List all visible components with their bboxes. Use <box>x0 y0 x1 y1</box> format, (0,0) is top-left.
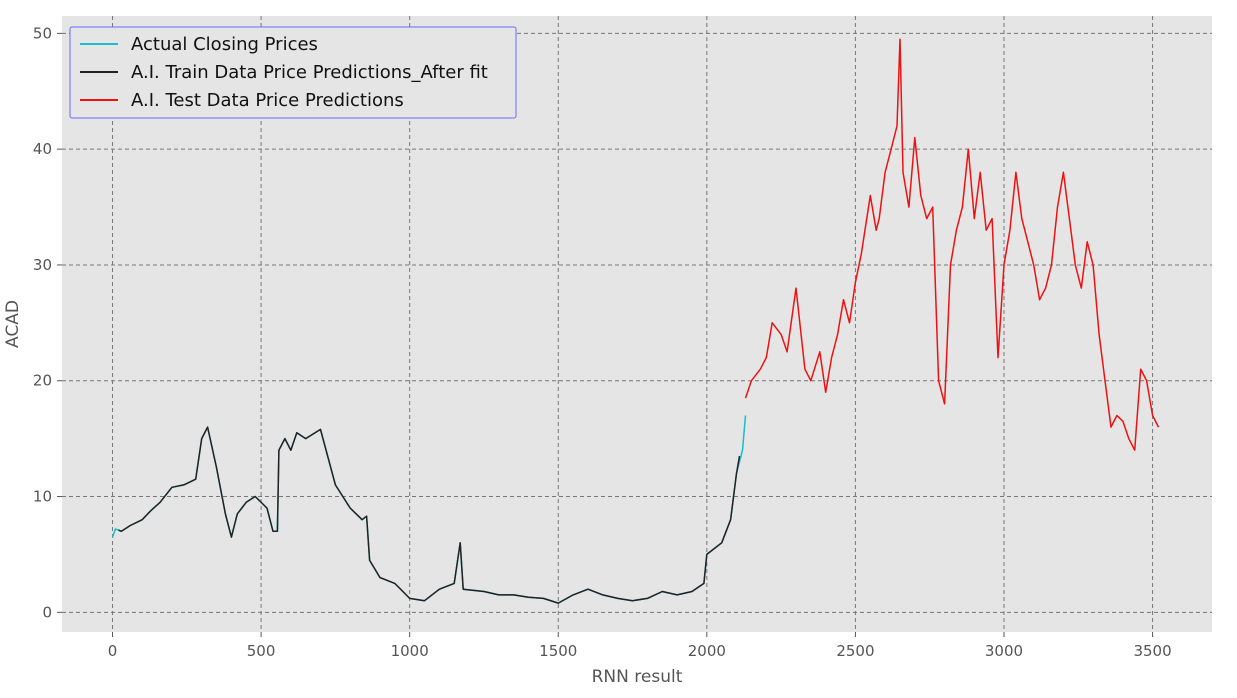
x-tick-label: 0 <box>108 642 118 660</box>
x-tick-label: 1500 <box>539 642 577 660</box>
y-tick-label: 50 <box>33 24 52 42</box>
series-line-a-i-train-data-price-predictions-after-fit <box>118 426 741 604</box>
x-tick-label: 1000 <box>391 642 429 660</box>
legend: Actual Closing Prices A.I. Train Data Pri… <box>69 26 517 119</box>
y-tick-label: 0 <box>42 603 52 621</box>
x-tick-label: 2000 <box>688 642 726 660</box>
plot-background <box>62 16 1212 632</box>
legend-box <box>69 26 517 119</box>
y-tick-label: 10 <box>33 488 52 506</box>
y-tick-label: 30 <box>33 256 52 274</box>
x-tick-label: 3500 <box>1133 642 1171 660</box>
y-axis-label: ACAD <box>3 300 23 348</box>
tick-layer: 0 500 1000 1500 2000 2500 3000 3500 0 10 20 30 40 50 <box>33 24 1172 660</box>
legend-label: Actual Closing Prices <box>131 34 318 55</box>
legend-label: A.I. Train Data Price Predictions_After … <box>131 62 488 83</box>
x-tick-label: 500 <box>247 642 276 660</box>
x-axis-label: RNN result <box>592 667 683 687</box>
y-tick-label: 40 <box>33 140 52 158</box>
x-tick-label: 2500 <box>836 642 874 660</box>
x-tick-label: 3000 <box>985 642 1023 660</box>
y-tick-label: 20 <box>33 372 52 390</box>
series-layer <box>111 38 1160 604</box>
legend-label: A.I. Test Data Price Predictions <box>131 90 404 111</box>
series-line-a-i-test-data-price-predictions <box>744 38 1160 451</box>
